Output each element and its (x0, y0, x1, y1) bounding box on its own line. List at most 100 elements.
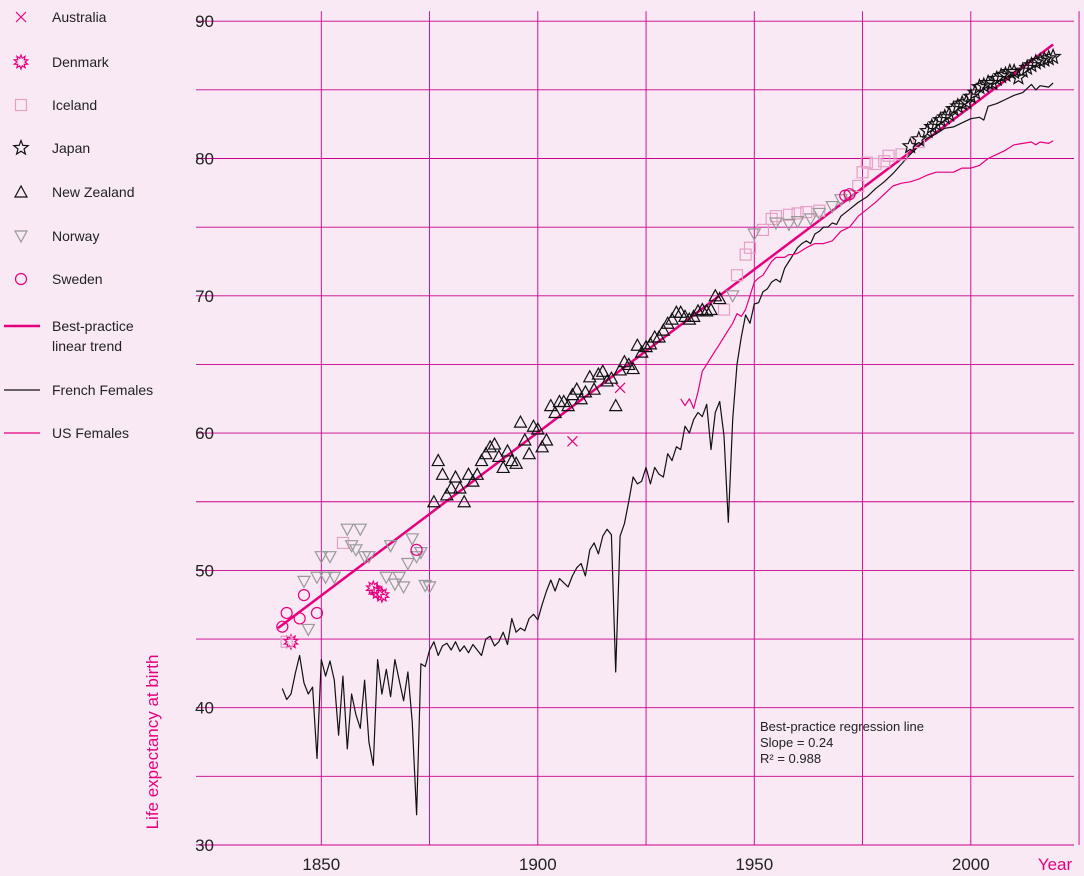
x-axis-ticks: 1850 1900 1950 2000 (302, 855, 989, 874)
point-norway (340, 523, 355, 537)
point-norway (812, 207, 827, 221)
point-new-zealand (478, 446, 493, 460)
point-new-zealand (552, 394, 567, 408)
point-iceland (813, 204, 826, 217)
point-japan (901, 136, 919, 154)
point-new-zealand (435, 467, 450, 480)
point-norway (833, 194, 848, 207)
point-japan (1001, 62, 1019, 80)
point-norway (392, 571, 407, 585)
point-iceland (280, 635, 293, 648)
point-iceland (743, 241, 757, 254)
point-new-zealand (522, 446, 537, 460)
point-sweden (843, 188, 856, 201)
point-norway (379, 571, 394, 585)
point-iceland (782, 208, 796, 221)
point-new-zealand (587, 381, 602, 395)
point-sweden (293, 612, 306, 625)
point-new-zealand (535, 439, 550, 453)
grid (196, 11, 1080, 846)
point-norway (361, 551, 376, 564)
point-new-zealand (530, 421, 545, 435)
legend-item: French Females (4, 382, 153, 398)
point-new-zealand (470, 467, 485, 480)
point-new-zealand (539, 432, 554, 446)
point-iceland (791, 207, 804, 220)
y-axis-title: Life expectancy at birth (143, 655, 162, 830)
legend-item: Australia (15, 9, 107, 25)
point-new-zealand (461, 467, 476, 480)
point-new-zealand (548, 405, 563, 419)
point-australia (614, 382, 626, 394)
legend-label: Norway (52, 228, 99, 244)
point-norway (309, 571, 324, 585)
point-new-zealand (465, 473, 480, 487)
point-japan (962, 87, 980, 105)
point-iceland (882, 149, 895, 162)
point-denmark (373, 586, 391, 604)
legend-swatch (13, 230, 29, 244)
y-tick-label: 80 (195, 150, 214, 169)
point-iceland (336, 536, 350, 550)
legend-label: Best-practice (52, 318, 134, 334)
legend-label: Japan (52, 140, 90, 156)
point-new-zealand (595, 364, 610, 377)
point-new-zealand (513, 414, 528, 428)
point-iceland (852, 179, 865, 193)
point-new-zealand (600, 373, 615, 387)
point-norway (327, 571, 342, 585)
legend: Australia Denmark Iceland Japan New Zealand N… (4, 9, 153, 441)
legend-label: Sweden (52, 271, 103, 287)
legend-item: Sweden (14, 271, 103, 287)
point-new-zealand (643, 336, 658, 350)
point-new-zealand (487, 436, 502, 450)
point-new-zealand (431, 453, 446, 467)
legend-swatch (13, 184, 29, 198)
point-new-zealand (578, 384, 593, 398)
point-new-zealand (656, 322, 671, 336)
point-iceland (769, 210, 783, 223)
point-norway (768, 217, 783, 231)
x-axis-title: Year (1038, 855, 1073, 874)
point-new-zealand (474, 453, 489, 467)
point-japan (918, 121, 937, 139)
point-sweden (410, 543, 423, 556)
point-new-zealand (591, 366, 606, 380)
legend-label: Denmark (52, 54, 110, 70)
legend-item: Denmark (12, 53, 110, 71)
point-iceland (895, 148, 908, 161)
annotation-line: Best-practice regression line (760, 719, 924, 734)
point-norway (747, 228, 762, 242)
point-iceland (869, 157, 882, 171)
point-new-zealand (626, 361, 641, 375)
point-new-zealand (695, 302, 710, 316)
point-new-zealand (665, 311, 680, 325)
point-norway (803, 213, 818, 227)
point-sweden (310, 606, 324, 620)
legend-item: Norway (13, 228, 99, 244)
point-new-zealand (630, 337, 645, 351)
point-new-zealand (448, 469, 463, 483)
legend-item: Japan (12, 138, 90, 156)
legend-label: New Zealand (52, 184, 135, 200)
point-norway (301, 623, 316, 637)
point-new-zealand (604, 370, 619, 384)
legend-swatch (14, 98, 28, 112)
legend-item: New Zealand (13, 184, 135, 200)
point-norway (790, 216, 805, 229)
annotation-line: R² = 0.988 (760, 751, 821, 766)
line-us-females (680, 140, 1054, 409)
point-new-zealand (452, 480, 467, 494)
legend-swatch (12, 53, 30, 71)
point-norway (387, 578, 402, 592)
point-norway (400, 557, 415, 571)
point-new-zealand (574, 391, 589, 405)
point-iceland (912, 135, 925, 149)
point-norway (296, 575, 311, 589)
point-norway (314, 551, 329, 564)
point-iceland (730, 269, 744, 282)
point-new-zealand (690, 303, 706, 317)
point-new-zealand (457, 494, 472, 508)
